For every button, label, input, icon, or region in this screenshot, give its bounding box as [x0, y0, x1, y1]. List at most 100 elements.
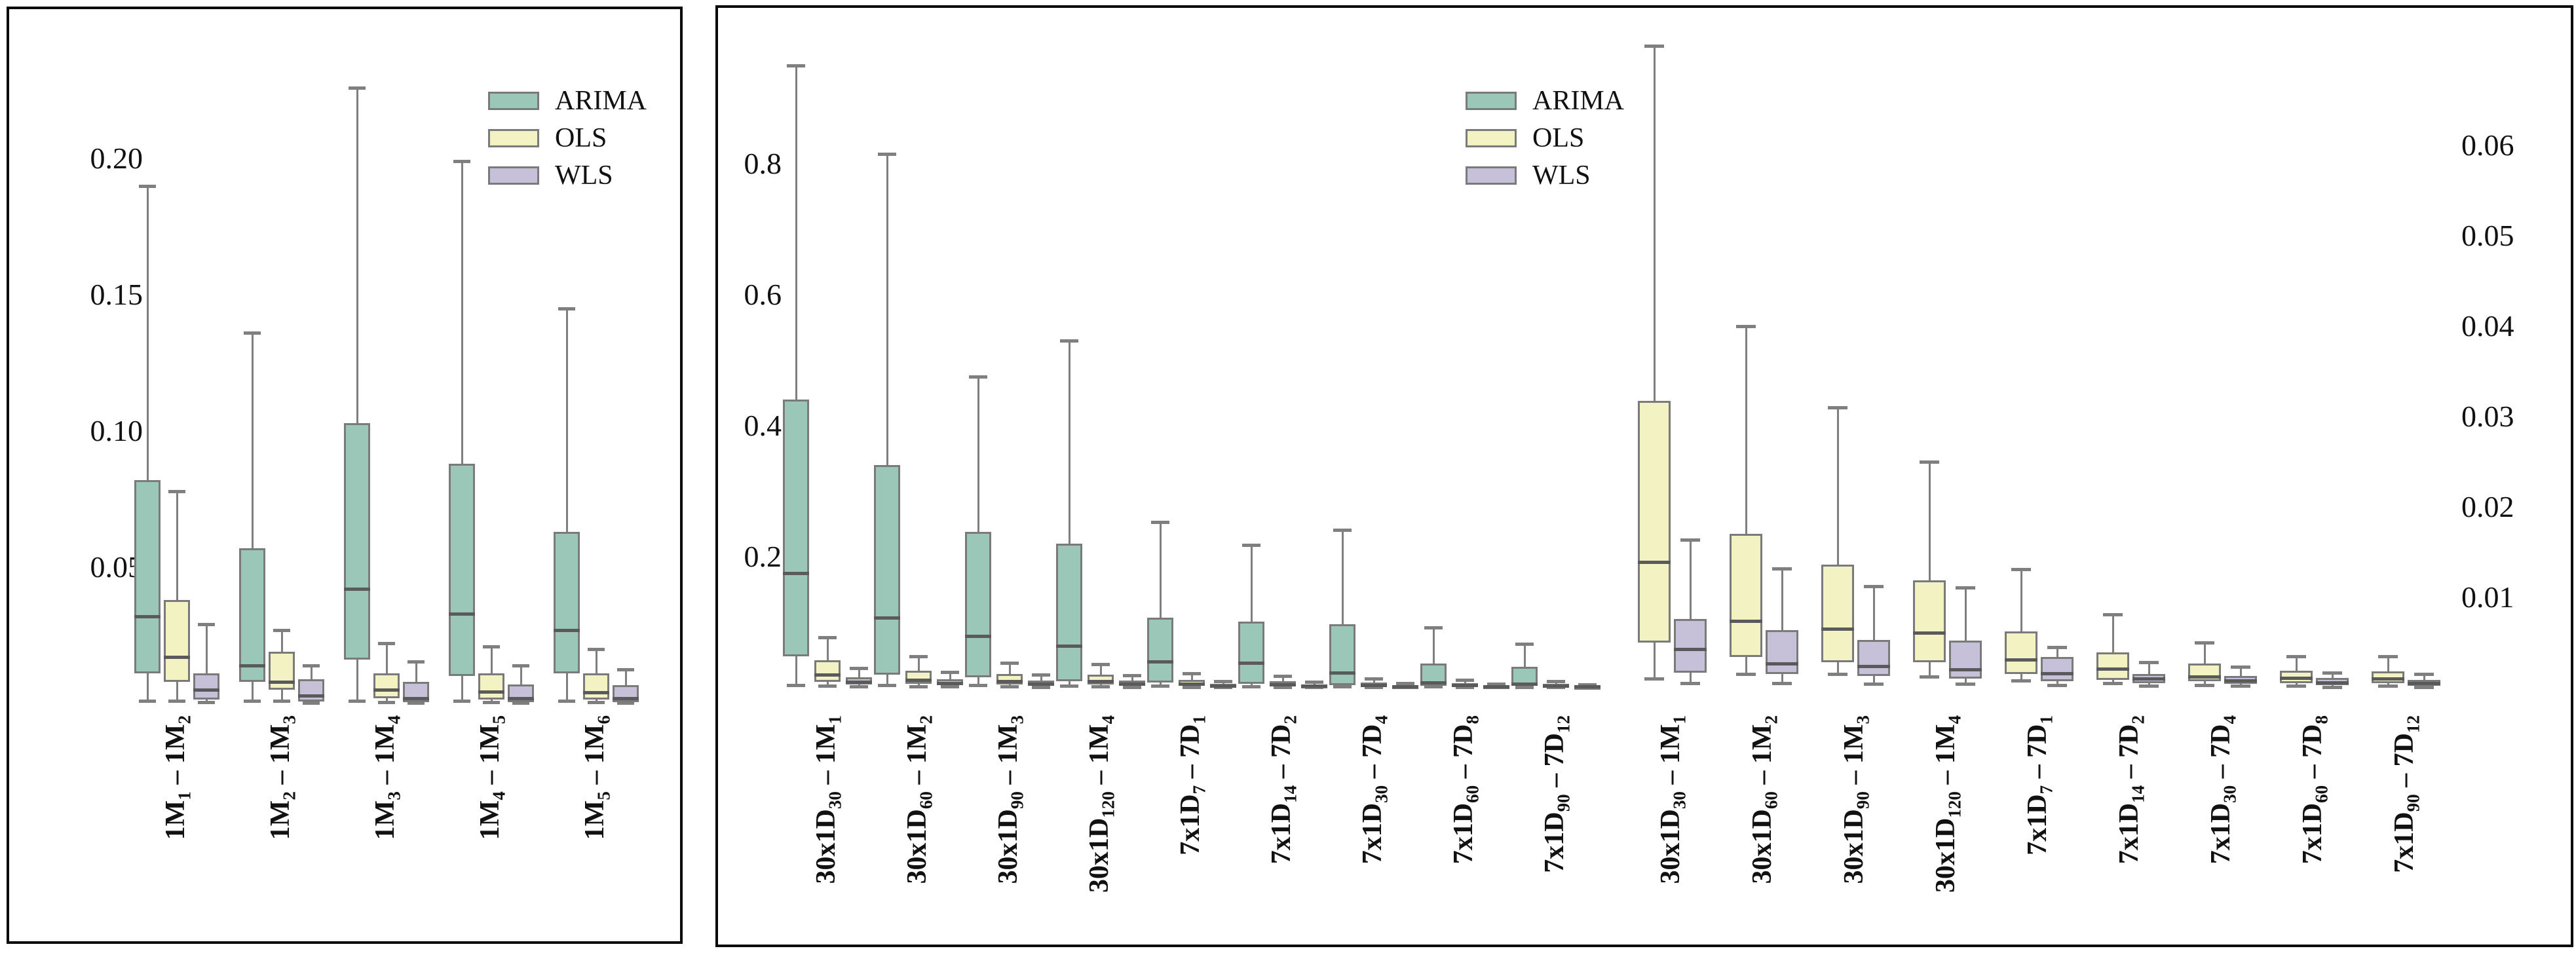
y-tick-label: 0.05: [90, 550, 143, 584]
median-line: [508, 696, 534, 700]
whisker-ols: [176, 491, 178, 701]
whisker-cap-bottom: [1680, 682, 1700, 686]
box-ols: [583, 673, 609, 700]
median-line: [1179, 683, 1205, 686]
median-line: [554, 628, 580, 632]
median-line: [1270, 683, 1296, 686]
whisker-cap-top: [198, 623, 215, 627]
whisker-cap-bottom: [168, 699, 185, 703]
ols-swatch-icon: [1466, 129, 1517, 147]
whisker-arima: [1159, 522, 1162, 686]
whisker-ols: [2112, 614, 2114, 684]
whisker-cap-bottom: [2047, 683, 2067, 687]
median-line: [1543, 684, 1569, 688]
median-line: [1420, 681, 1447, 684]
whisker-cap-top: [1123, 674, 1141, 677]
median-line: [2408, 682, 2440, 686]
box-arima: [783, 400, 809, 656]
whisker-cap-bottom: [850, 685, 868, 688]
whisker-cap-bottom: [2139, 684, 2159, 688]
whisker-cap-top: [2103, 613, 2123, 617]
median-line: [1949, 668, 1982, 672]
box-ols: [164, 599, 190, 682]
whisker-arima: [977, 377, 979, 685]
median-line: [1210, 684, 1236, 688]
median-line: [164, 656, 190, 660]
median-line: [1511, 683, 1538, 686]
whisker-cap-bottom: [558, 699, 575, 703]
whisker-cap-bottom: [1060, 684, 1078, 688]
whisker-cap-top: [139, 184, 156, 188]
whisker-cap-top: [1644, 45, 1664, 48]
box-ols: [269, 651, 295, 690]
whisker-arima: [886, 154, 888, 685]
box-wls: [1949, 641, 1982, 679]
y-tick-label: 0.2: [744, 540, 782, 573]
box-arima: [874, 465, 900, 675]
whisker-cap-bottom: [139, 699, 156, 703]
median-line: [449, 612, 475, 616]
whisker-ols: [1653, 46, 1656, 679]
whisker-cap-bottom: [2231, 684, 2250, 688]
whisker-cap-top: [1736, 324, 1756, 328]
box-wls: [1674, 619, 1707, 673]
whisker-cap-bottom: [941, 685, 959, 688]
whisker-cap-top: [1515, 643, 1534, 646]
median-line: [1392, 685, 1418, 688]
whisker-cap-top: [2047, 645, 2067, 649]
median-line: [2188, 675, 2221, 679]
whisker-cap-bottom: [1333, 685, 1352, 688]
median-line: [1329, 671, 1355, 675]
whisker-wls: [1781, 568, 1783, 684]
whisker-cap-top: [1000, 662, 1019, 665]
median-line: [403, 696, 429, 700]
median-line: [1821, 627, 1854, 631]
y-tick-label: 0.4: [744, 409, 782, 442]
whisker-cap-top: [1183, 672, 1201, 675]
median-line: [2280, 676, 2313, 680]
whisker-cap-bottom: [1365, 686, 1383, 689]
whisker-arima: [356, 88, 358, 701]
box-wls: [1857, 639, 1890, 677]
box-arima: [1329, 624, 1355, 685]
box-wls: [298, 679, 324, 702]
median-line: [905, 679, 932, 682]
median-line: [1483, 685, 1509, 688]
median-line: [269, 680, 295, 684]
median-line: [134, 614, 161, 618]
whisker-cap-top: [2322, 671, 2342, 675]
whisker-cap-bottom: [787, 684, 805, 687]
whisker-cap-top: [588, 647, 605, 651]
whisker-cap-top: [818, 636, 837, 639]
whisker-cap-bottom: [303, 701, 320, 705]
whisker-cap-bottom: [1864, 683, 1884, 686]
whisker-cap-bottom: [588, 700, 605, 704]
box-arima: [239, 548, 265, 682]
box-wls: [1766, 629, 1798, 675]
legend-label: ARIMA: [555, 86, 647, 116]
whisker-cap-bottom: [1242, 685, 1260, 688]
whisker-cap-top: [617, 667, 634, 671]
median-line: [1301, 684, 1327, 688]
median-line: [613, 696, 639, 700]
whisker-cap-bottom: [878, 684, 896, 687]
median-line: [2316, 681, 2349, 684]
box-arima: [965, 532, 991, 677]
median-line: [1913, 631, 1946, 635]
whisker-ols: [1745, 326, 1747, 675]
y-tick-label: 0.03: [2461, 399, 2514, 433]
whisker-cap-top: [407, 660, 425, 664]
legend-item-ols: OLS: [488, 124, 607, 152]
median-line: [193, 688, 219, 692]
whisker-cap-top: [2286, 654, 2306, 658]
y-tick-label: 0.10: [90, 414, 143, 448]
whisker-arima: [1068, 341, 1070, 686]
whisker-cap-top: [1547, 680, 1565, 683]
box-ols: [1638, 401, 1671, 643]
box-ols: [1913, 580, 1946, 663]
y-tick-label: 0.02: [2461, 489, 2514, 523]
box-ols: [905, 671, 932, 684]
median-line: [1147, 660, 1173, 664]
whisker-cap-top: [1956, 586, 1975, 590]
whisker-cap-top: [1242, 544, 1260, 547]
